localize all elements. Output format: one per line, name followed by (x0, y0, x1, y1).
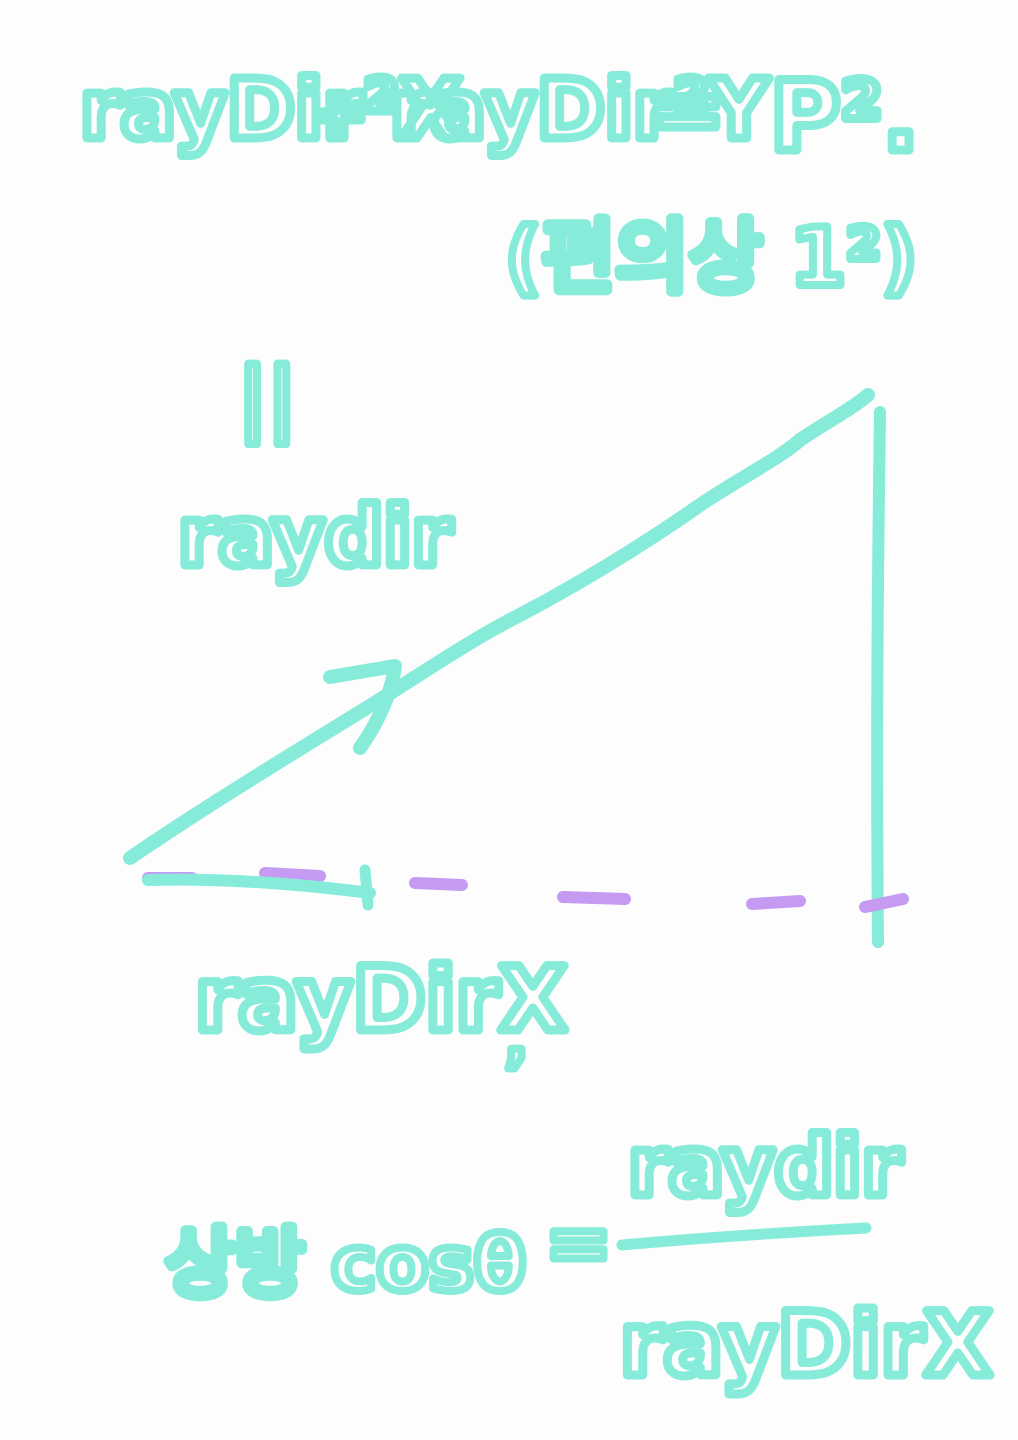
bottom-formula: 상방 cosθ = raydir rayDirX (161, 1116, 996, 1401)
arrow-head-icon (323, 659, 402, 755)
baseline-dash (409, 877, 468, 891)
bottom-formula-equals: = (545, 1196, 612, 1289)
top-formula: rayDir²X + rayDir²Y = P². (76, 53, 924, 178)
formula-term-a: rayDir²X (80, 63, 462, 158)
raydir-hypotenuse (123, 388, 875, 865)
raydirx-tick (359, 864, 374, 911)
raydir-label: raydir (178, 490, 453, 585)
raydirx-label: rayDirX (195, 948, 567, 1051)
bottom-formula-denominator: rayDirX (620, 1293, 992, 1396)
baseline-dash (259, 867, 326, 882)
formula-rhs: P². (770, 61, 919, 173)
convenience-note: (편의상 1²) (505, 211, 917, 304)
equal-mark: || (238, 351, 296, 445)
formula-plus: + (310, 73, 369, 155)
bottom-formula-lhs: 상방 cosθ (165, 1219, 526, 1308)
stray-mark: , (505, 1005, 528, 1075)
formula-term-b: rayDir²Y (390, 63, 770, 158)
baseline-dash (859, 893, 909, 913)
fraction-bar (616, 1222, 872, 1251)
baseline-dash (557, 891, 631, 905)
baseline-dash (746, 895, 806, 910)
vertical-leg (871, 406, 886, 948)
raydirx-segment (142, 873, 376, 899)
formula-equals: = (650, 57, 725, 162)
bottom-formula-numerator: raydir (628, 1120, 903, 1215)
dashed-baseline (142, 867, 909, 913)
